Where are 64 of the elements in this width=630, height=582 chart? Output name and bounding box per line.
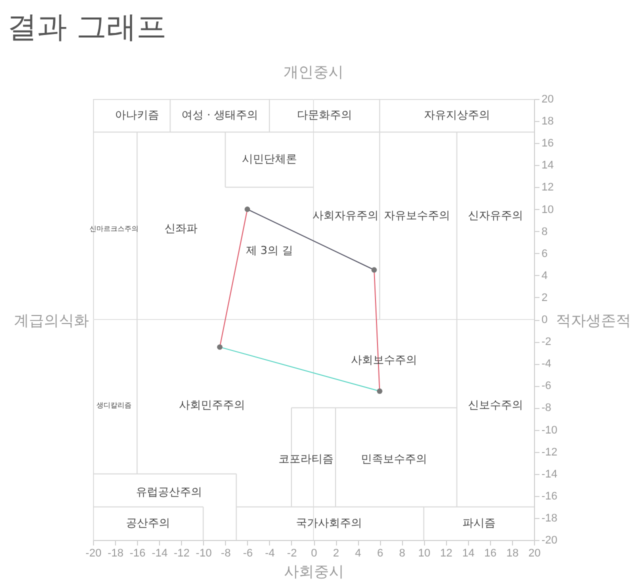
annotation: 사회자유주의 (312, 208, 378, 222)
y-tick-label: -16 (542, 490, 558, 502)
annotation: 신보수주의 (468, 398, 523, 412)
x-tick-label: -10 (196, 548, 212, 560)
annotation: 파시즘 (462, 516, 496, 530)
annotation: 신자유주의 (468, 208, 523, 222)
x2-axis-title: 개인중시 (284, 63, 344, 81)
y-tick-label: -8 (542, 402, 552, 414)
x-tick-label: 14 (462, 548, 474, 560)
y-tick-label: 14 (542, 160, 554, 172)
y-tick-label: 0 (542, 314, 548, 326)
y-tick-label: 6 (542, 248, 548, 260)
y-tick-label: -4 (542, 358, 552, 370)
y-axis-title: 계급의식화 (14, 312, 89, 330)
x-tick-label: -18 (108, 548, 124, 560)
annotation: 코포라티즘 (278, 452, 334, 466)
annotation: 민족보수주의 (360, 452, 427, 466)
x-tick-label: 18 (506, 548, 519, 560)
y-tick-label: -14 (542, 468, 558, 480)
x-tick-label: 6 (377, 548, 384, 560)
annotation: 사회민주주의 (179, 398, 246, 412)
y-tick-label: -10 (542, 424, 558, 436)
x-tick-label: 16 (484, 548, 497, 560)
y-tick-label: 4 (542, 270, 548, 282)
y-tick-label: -18 (542, 512, 558, 524)
y-tick-label: -20 (542, 534, 558, 546)
y-tick-label: 2 (542, 292, 548, 304)
x-axis-title: 사회중시 (284, 562, 344, 580)
annotation: 신좌파 (164, 222, 198, 236)
x-tick-label: -8 (220, 548, 231, 560)
y-tick-label: 12 (542, 182, 554, 194)
y-tick-label: 10 (542, 204, 554, 216)
annotation: 여성 · 생태주의 (182, 108, 258, 122)
annotation: 공산주의 (126, 516, 170, 530)
x-tick-label: -14 (152, 548, 168, 560)
x-tick-label: -12 (174, 548, 190, 560)
x-tick-label: -20 (86, 548, 102, 560)
x-tick-label: 0 (310, 548, 318, 560)
annotation: 다문화주의 (297, 108, 352, 122)
annotation: 제 3의 길 (246, 244, 293, 258)
x-tick-label: 8 (399, 548, 406, 560)
annotation: 국가사회주의 (296, 516, 362, 530)
y-tick-label: 16 (542, 138, 554, 150)
x-tick-label: -16 (130, 548, 146, 560)
annotation: 자유지상주의 (424, 108, 490, 122)
y-tick-label: 20 (542, 94, 554, 106)
annotation: 아나키즘 (115, 108, 160, 122)
x-tick-label: 2 (332, 548, 340, 560)
x-tick-label: -4 (265, 548, 275, 560)
y-tick-label: -12 (542, 446, 558, 458)
annotation: 자유보수주의 (384, 208, 450, 222)
y-tick-label: -6 (542, 380, 552, 392)
chart-title: 결과 그래프 (7, 10, 167, 45)
annotation: 시민단체론 (242, 152, 297, 166)
x-tick-label: -2 (287, 548, 297, 560)
y-tick-label: 18 (542, 116, 554, 128)
x-tick-label: 12 (440, 548, 452, 560)
y-tick-label: -2 (542, 336, 552, 348)
y-tick-label: 8 (542, 226, 548, 238)
x-tick-label: -6 (242, 548, 253, 560)
x-tick-label: 10 (418, 548, 430, 560)
annotation: 유럽공산주의 (136, 486, 202, 499)
y2-axis-title: 적자생존적 (556, 312, 630, 330)
x-tick-label: 4 (355, 548, 362, 560)
